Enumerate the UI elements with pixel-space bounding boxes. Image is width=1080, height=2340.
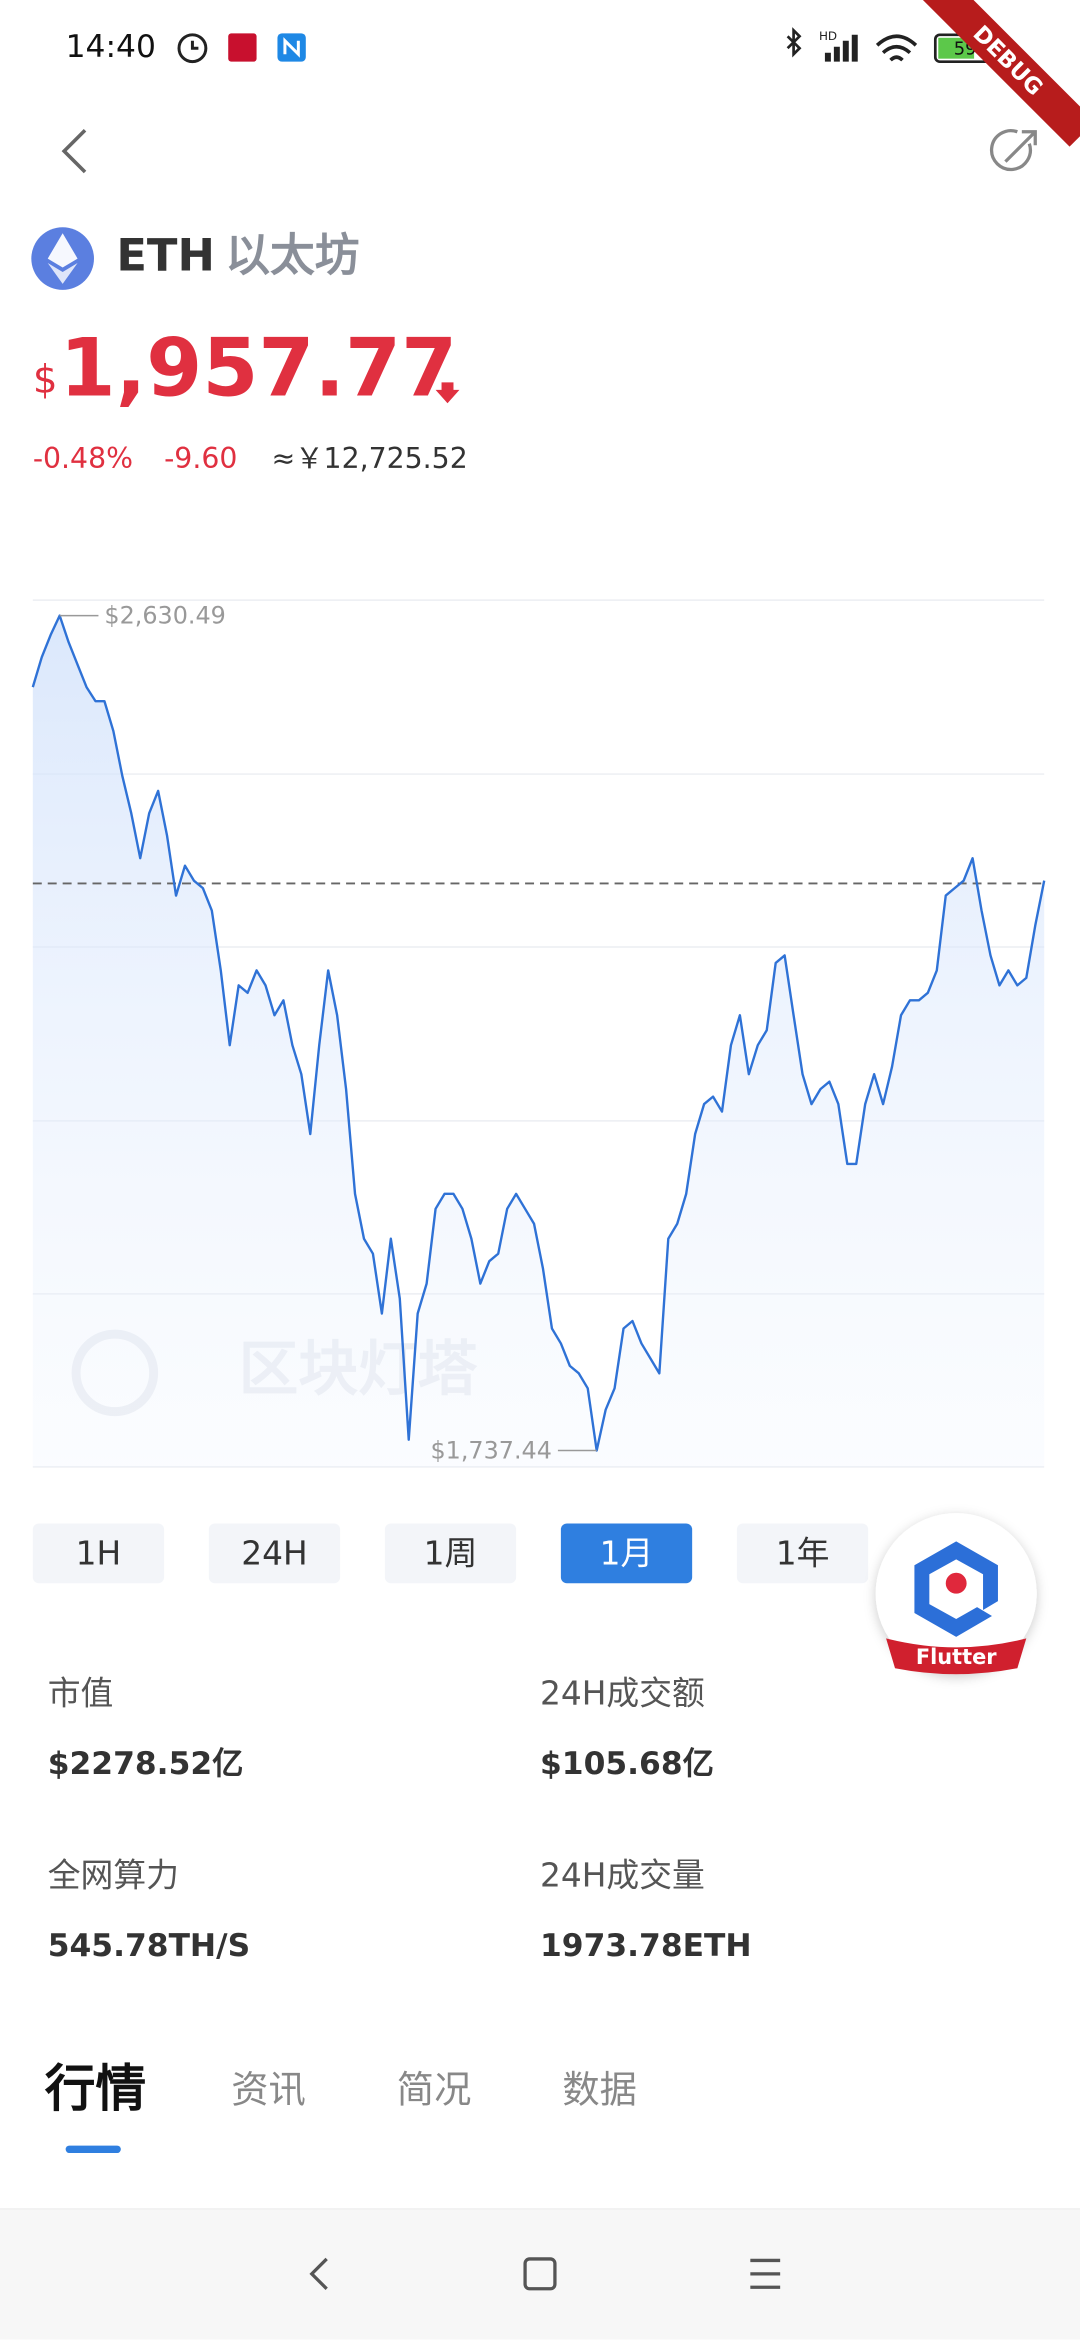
range-label: 1年	[776, 1534, 830, 1572]
stat-label: 市值	[48, 1675, 114, 1713]
min-label: $1,737.44	[430, 1437, 551, 1465]
flutter-label: Flutter	[916, 1645, 997, 1669]
change-amount: -9.60	[164, 442, 237, 475]
stat-label: 24H成交量	[540, 1857, 705, 1895]
range-label: 1月	[600, 1534, 654, 1572]
nav-menu[interactable]	[750, 2258, 781, 2289]
back-button[interactable]	[61, 129, 87, 174]
nav-home[interactable]	[523, 2257, 557, 2291]
divider	[0, 2208, 1080, 2210]
stat-label: 全网算力	[48, 1857, 179, 1895]
range-button[interactable]	[736, 1523, 869, 1584]
tab-active[interactable]: 行情	[45, 2059, 146, 2118]
tab-bar: 行情 资讯 简况 数据	[45, 2059, 637, 2154]
stat-value: $105.68亿	[540, 1746, 714, 1782]
nav-bar	[0, 2209, 1080, 2340]
price-value: 1,957.77	[60, 320, 457, 414]
area-fill	[32, 615, 1045, 1467]
max-label: $2,630.49	[104, 602, 225, 630]
price-cny: ≈￥12,725.52	[271, 442, 467, 475]
stat-value: 545.78TH/S	[48, 1928, 250, 1964]
range-label: 1周	[424, 1534, 478, 1572]
stat-value: 1973.78ETH	[540, 1928, 752, 1964]
price-chart: 区块灯塔 $2,630.49$1,737.44	[31, 599, 1046, 1468]
stat-value: $2278.52亿	[48, 1746, 244, 1782]
status-time: 14:40	[66, 29, 156, 65]
stat-label: 24H成交额	[540, 1675, 705, 1713]
nav-back[interactable]	[309, 2257, 328, 2290]
tab-indicator	[65, 2145, 121, 2154]
eth-logo	[31, 227, 94, 290]
network-label: HD	[819, 29, 837, 43]
range-button[interactable]	[32, 1523, 165, 1584]
coin-name: 以太坊	[225, 229, 359, 282]
price-currency: $	[33, 358, 58, 403]
range-button-active[interactable]	[560, 1523, 693, 1584]
status-icons-left	[177, 33, 306, 64]
range-button[interactable]	[208, 1523, 341, 1584]
range-label: 1H	[76, 1534, 122, 1572]
tab[interactable]: 数据	[562, 2067, 637, 2111]
price-down-arrow	[435, 382, 460, 404]
tab[interactable]: 简况	[397, 2067, 472, 2111]
tab[interactable]: 资讯	[231, 2067, 306, 2111]
price-line	[31, 614, 1046, 1452]
coin-symbol: ETH	[116, 229, 215, 282]
flutter-badge[interactable]: Flutter	[875, 1513, 1037, 1675]
range-button[interactable]	[384, 1523, 517, 1584]
share-button[interactable]	[989, 129, 1037, 172]
range-selector: 1H 24H 1周 1月 1年	[32, 1523, 869, 1584]
range-label: 24H	[241, 1534, 307, 1572]
change-percent: -0.48%	[33, 442, 133, 475]
